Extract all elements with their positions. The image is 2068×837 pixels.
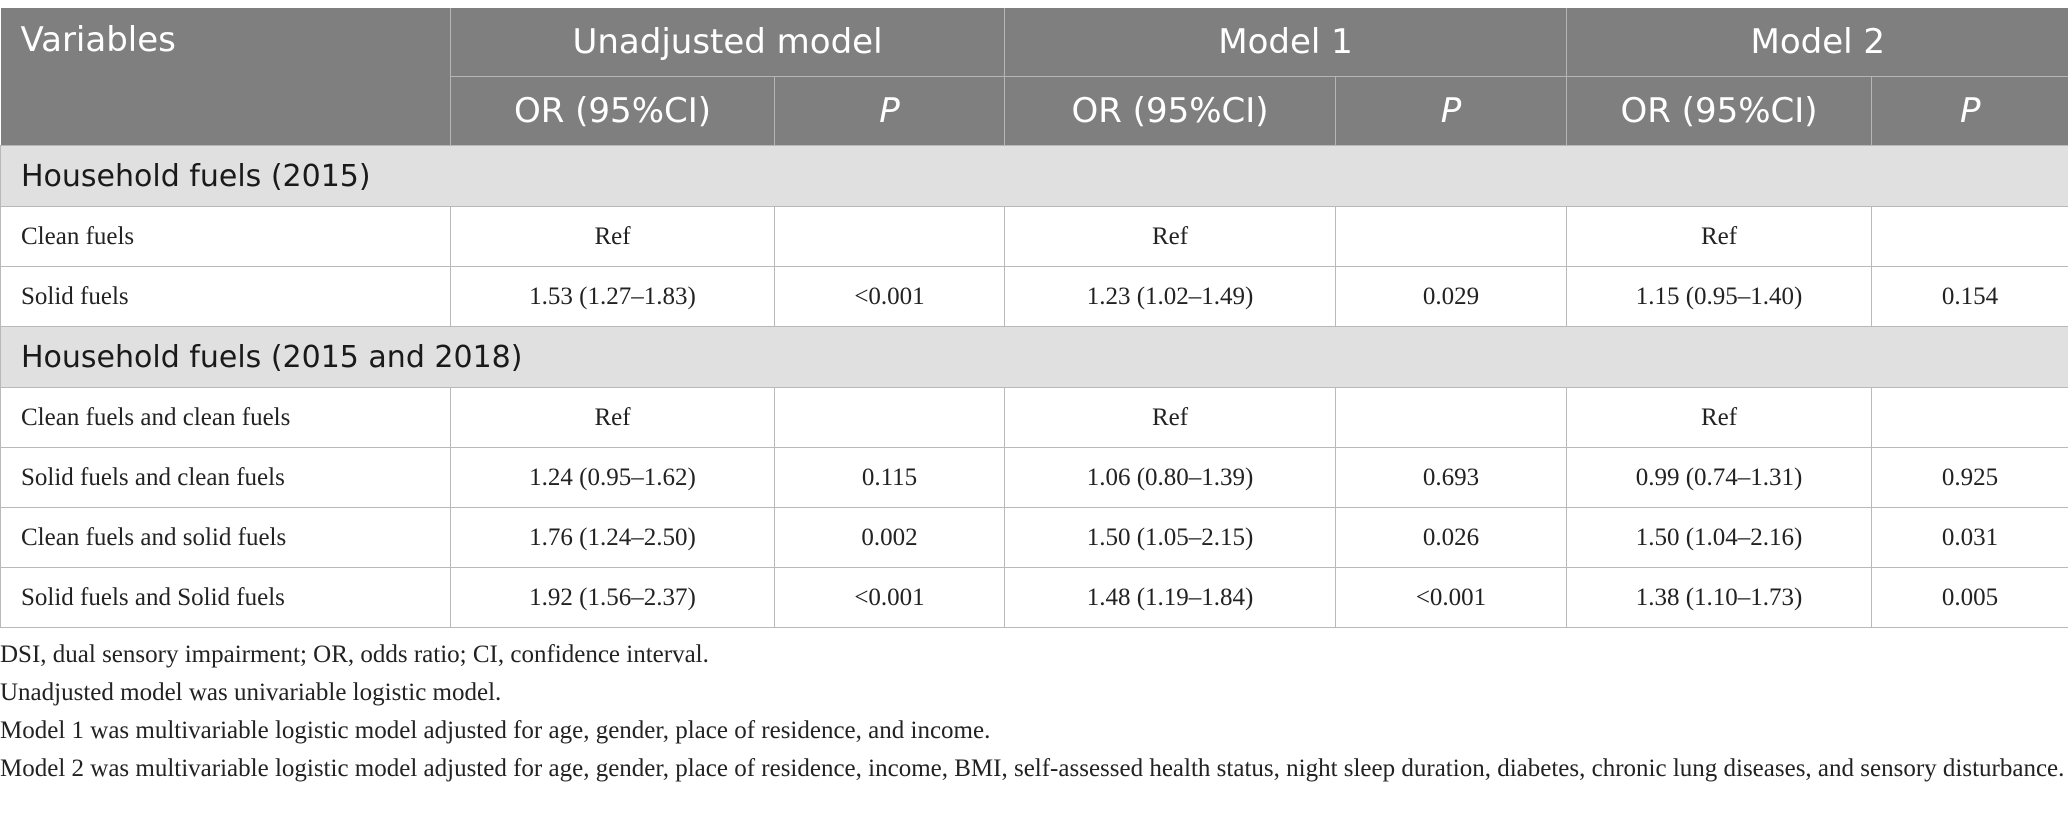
row-label: Clean fuels and solid fuels — [0, 507, 451, 568]
cell-or-model1: 1.23 (1.02–1.49) — [1004, 266, 1337, 327]
cell-p-model1: 0.029 — [1335, 266, 1568, 327]
row-label: Clean fuels and clean fuels — [0, 387, 451, 448]
results-table: Variables Unadjusted model Model 1 Model… — [0, 8, 2068, 628]
cell-or-model2: 1.38 (1.10–1.73) — [1566, 567, 1873, 628]
cell-or-unadjusted: 1.92 (1.56–2.37) — [450, 567, 775, 628]
table-row: Clean fuels and solid fuels 1.76 (1.24–2… — [0, 507, 2068, 568]
row-label: Solid fuels — [0, 266, 451, 327]
cell-or-unadjusted: 1.24 (0.95–1.62) — [450, 447, 775, 508]
table-footnotes: DSI, dual sensory impairment; OR, odds r… — [0, 640, 2068, 792]
header-or-model1: OR (95%CI) — [1004, 76, 1337, 146]
cell-or-unadjusted: 1.76 (1.24–2.50) — [450, 507, 775, 568]
footnote-model1: Model 1 was multivariable logistic model… — [0, 717, 991, 744]
cell-or-model2: 1.15 (0.95–1.40) — [1566, 266, 1873, 327]
cell-or-model1: 1.48 (1.19–1.84) — [1004, 567, 1337, 628]
footnote-abbreviations: DSI, dual sensory impairment; OR, odds r… — [0, 641, 709, 668]
cell-p-unadjusted: 0.115 — [773, 447, 1006, 508]
section-title: Household fuels (2015) — [0, 145, 2068, 207]
cell-or-unadjusted: 1.53 (1.27–1.83) — [450, 266, 775, 327]
cell-p-model1 — [1335, 206, 1568, 267]
cell-or-model1: Ref — [1004, 387, 1337, 448]
header-group-model1: Model 1 — [1004, 8, 1568, 77]
header-group-model2: Model 2 — [1566, 8, 2068, 77]
cell-or-model1: 1.06 (0.80–1.39) — [1004, 447, 1337, 508]
cell-or-model2: Ref — [1566, 387, 1873, 448]
header-variables: Variables — [0, 8, 451, 146]
cell-p-unadjusted: <0.001 — [773, 266, 1006, 327]
header-p-unadjusted: P — [774, 76, 1006, 146]
header-or-unadjusted: OR (95%CI) — [450, 76, 775, 146]
cell-p-model1: <0.001 — [1335, 567, 1568, 628]
cell-p-unadjusted: <0.001 — [773, 567, 1006, 628]
cell-p-model2: 0.154 — [1871, 266, 2068, 327]
cell-or-model2: Ref — [1566, 206, 1873, 267]
table-row: Clean fuels and clean fuels Ref Ref Ref — [0, 387, 2068, 448]
header-p-model1: P — [1335, 76, 1568, 146]
footnote-unadjusted: Unadjusted model was univariable logisti… — [0, 679, 502, 706]
footnote-model2: Model 2 was multivariable logistic model… — [0, 755, 2065, 782]
cell-p-model2 — [1871, 206, 2068, 267]
cell-p-unadjusted — [773, 206, 1006, 267]
cell-p-model2: 0.031 — [1871, 507, 2068, 568]
header-row-sub: OR (95%CI) P OR (95%CI) P OR (95%CI) P — [1, 76, 2068, 146]
cell-p-model1: 0.026 — [1335, 507, 1568, 568]
cell-or-unadjusted: Ref — [450, 206, 775, 267]
cell-p-unadjusted — [773, 387, 1006, 448]
section-row: Household fuels (2015 and 2018) — [0, 326, 2068, 388]
section-title: Household fuels (2015 and 2018) — [0, 326, 2068, 388]
table-row: Solid fuels 1.53 (1.27–1.83) <0.001 1.23… — [0, 266, 2068, 327]
cell-p-model2: 0.925 — [1871, 447, 2068, 508]
cell-or-model2: 1.50 (1.04–2.16) — [1566, 507, 1873, 568]
header-group-unadjusted: Unadjusted model — [450, 8, 1006, 77]
table-row: Solid fuels and Solid fuels 1.92 (1.56–2… — [0, 567, 2068, 628]
header-p-model2: P — [1871, 76, 2068, 146]
header-or-model2: OR (95%CI) — [1566, 76, 1873, 146]
cell-p-unadjusted: 0.002 — [773, 507, 1006, 568]
cell-p-model2: 0.005 — [1871, 567, 2068, 628]
table-row: Solid fuels and clean fuels 1.24 (0.95–1… — [0, 447, 2068, 508]
table-body: Household fuels (2015) Clean fuels Ref R… — [0, 145, 2068, 628]
header-row-groups: Variables Unadjusted model Model 1 Model… — [0, 8, 2068, 146]
row-label: Clean fuels — [0, 206, 451, 267]
row-label: Solid fuels and clean fuels — [0, 447, 451, 508]
cell-p-model1: 0.693 — [1335, 447, 1568, 508]
row-label: Solid fuels and Solid fuels — [0, 567, 451, 628]
cell-p-model2 — [1871, 387, 2068, 448]
section-row: Household fuels (2015) — [0, 145, 2068, 207]
cell-or-model1: 1.50 (1.05–2.15) — [1004, 507, 1337, 568]
table-header: Variables Unadjusted model Model 1 Model… — [0, 8, 2068, 146]
table-row: Clean fuels Ref Ref Ref — [0, 206, 2068, 267]
cell-or-unadjusted: Ref — [450, 387, 775, 448]
results-table-container: Variables Unadjusted model Model 1 Model… — [0, 8, 2068, 628]
cell-or-model1: Ref — [1004, 206, 1337, 267]
cell-p-model1 — [1335, 387, 1568, 448]
cell-or-model2: 0.99 (0.74–1.31) — [1566, 447, 1873, 508]
